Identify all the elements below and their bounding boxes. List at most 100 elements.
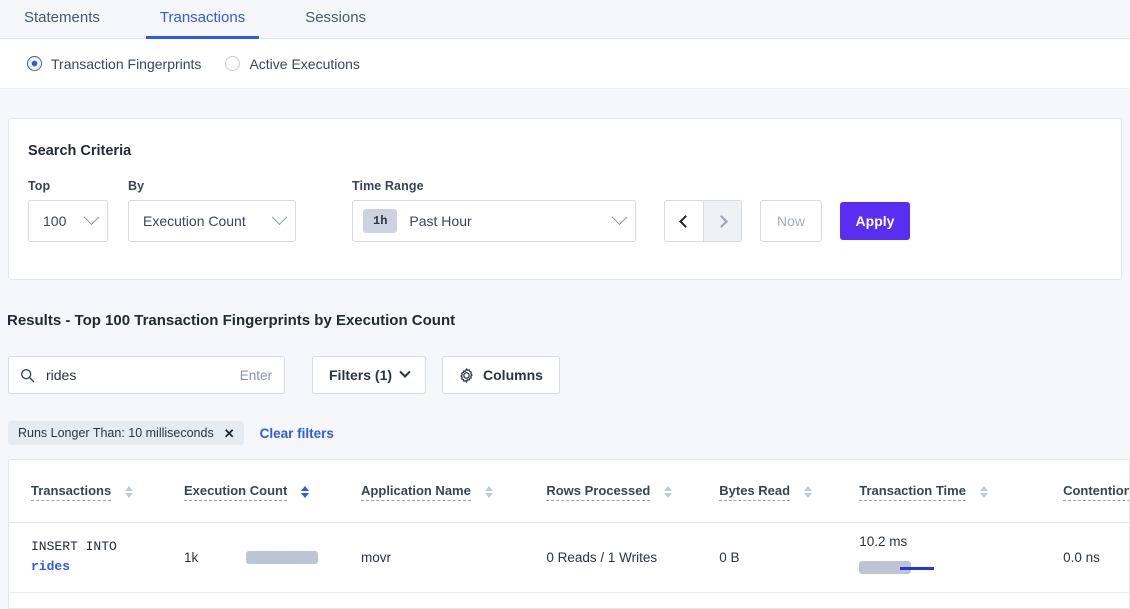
- cell-execution-count: 1k: [184, 522, 362, 593]
- cell-application-name: movr: [361, 522, 547, 593]
- search-input[interactable]: rides Enter: [8, 356, 285, 394]
- top-value: 100: [43, 213, 67, 229]
- column-label: Transaction Time: [859, 483, 966, 501]
- column-label: Bytes Read: [719, 483, 791, 501]
- cell-transaction-time: 10.2 ms: [859, 522, 1064, 593]
- gear-icon: [459, 367, 474, 383]
- cell-transaction: INSERT INTO rides: [9, 522, 184, 593]
- radio-selected-icon: [27, 56, 42, 71]
- column-label: Application Name: [361, 483, 471, 501]
- by-select[interactable]: Execution Count: [128, 200, 296, 242]
- sort-desc-icon: [664, 493, 673, 498]
- column-label: Execution Count: [184, 483, 288, 501]
- radio-label-fingerprints: Transaction Fingerprints: [51, 55, 202, 72]
- sort-desc-icon: [804, 493, 813, 498]
- next-time-range-button[interactable]: [703, 200, 742, 242]
- sort-toggle-application-name[interactable]: [484, 486, 493, 498]
- tab-statements[interactable]: Statements: [24, 9, 100, 26]
- sort-toggle-transactions[interactable]: [125, 486, 134, 498]
- sort-asc-icon: [125, 486, 134, 491]
- filter-chip-runs-longer-than[interactable]: Runs Longer Than: 10 milliseconds ✕: [8, 421, 244, 445]
- sort-desc-icon: [125, 493, 134, 498]
- time-range-select[interactable]: 1h Past Hour: [352, 200, 636, 242]
- results-title: Results - Top 100 Transaction Fingerprin…: [7, 312, 456, 329]
- cell-rows-processed: 0 Reads / 1 Writes: [546, 522, 720, 593]
- label-time-range: Time Range: [352, 179, 424, 193]
- field-time-range: Time Range 1h Past Hour: [352, 179, 636, 242]
- search-input-value: rides: [46, 367, 77, 383]
- transaction-time-bar: [859, 555, 1037, 581]
- column-header-transaction-time[interactable]: Transaction Time: [859, 460, 1064, 523]
- column-label: Contention Time: [1063, 483, 1129, 501]
- results-toolbar: rides Enter Filters (1) Columns: [8, 356, 576, 394]
- sort-asc-icon: [804, 486, 813, 491]
- filter-chip-label: Runs Longer Than: 10 milliseconds: [18, 426, 214, 440]
- main-tabbar: Statements Transactions Sessions: [0, 0, 1130, 39]
- chevron-right-icon: [714, 214, 728, 228]
- sort-toggle-rows-processed[interactable]: [664, 486, 673, 498]
- search-icon: [20, 368, 35, 382]
- rows-processed-value: 0 Reads / 1 Writes: [546, 549, 658, 565]
- filters-button[interactable]: Filters (1): [312, 356, 427, 394]
- column-header-bytes-read[interactable]: Bytes Read: [719, 460, 860, 523]
- by-value: Execution Count: [143, 213, 246, 229]
- search-criteria-card: Search Criteria Top 100 By Execution Cou…: [8, 118, 1122, 280]
- chevron-down-icon: [83, 208, 100, 225]
- apply-button-label: Apply: [855, 213, 895, 229]
- sort-desc-icon: [484, 493, 493, 498]
- active-filters-row: Runs Longer Than: 10 milliseconds ✕ Clea…: [8, 421, 334, 445]
- now-button-label: Now: [776, 213, 805, 229]
- search-criteria-title: Search Criteria: [28, 143, 132, 159]
- chevron-down-icon: [611, 208, 628, 225]
- time-range-pill: 1h: [363, 209, 398, 233]
- transactions-table: Transactions Execution Count: [8, 459, 1130, 609]
- statement-prefix: INSERT INTO: [31, 539, 117, 554]
- cell-bytes-read: 0 B: [719, 522, 860, 593]
- chevron-left-icon: [679, 214, 692, 228]
- column-header-transactions[interactable]: Transactions: [9, 460, 184, 523]
- view-mode-selector: Transaction Fingerprints Active Executio…: [0, 39, 1130, 89]
- radio-active-executions[interactable]: Active Executions: [225, 56, 360, 72]
- execution-count-value: 1k: [184, 549, 199, 565]
- chevron-down-icon: [399, 366, 411, 378]
- top-select[interactable]: 100: [28, 200, 108, 242]
- table-header-row: Transactions Execution Count: [9, 460, 1129, 523]
- bytes-read-value: 0 B: [719, 549, 740, 565]
- table-row[interactable]: INSERT INTO rides 1k movr: [9, 522, 1129, 593]
- columns-button[interactable]: Columns: [442, 356, 560, 394]
- label-by: By: [128, 179, 145, 193]
- field-by: By Execution Count: [128, 179, 296, 242]
- radio-transaction-fingerprints[interactable]: Transaction Fingerprints: [27, 56, 201, 72]
- tab-sessions[interactable]: Sessions: [305, 9, 367, 26]
- sort-asc-icon: [301, 486, 310, 491]
- search-enter-hint: Enter: [239, 367, 272, 383]
- transaction-time-value: 10.2 ms: [859, 533, 908, 549]
- radio-label-active-executions: Active Executions: [249, 55, 360, 72]
- time-range-stepper: [664, 200, 742, 242]
- time-range-value: Past Hour: [409, 213, 472, 229]
- sort-toggle-bytes-read[interactable]: [804, 486, 813, 498]
- field-top: Top 100: [28, 179, 108, 242]
- now-button[interactable]: Now: [760, 200, 822, 242]
- column-header-execution-count[interactable]: Execution Count: [184, 460, 362, 523]
- previous-time-range-button[interactable]: [664, 200, 703, 242]
- close-icon[interactable]: ✕: [223, 425, 235, 441]
- contention-time-value: 0.0 ns: [1063, 549, 1100, 565]
- sort-asc-icon: [664, 486, 673, 491]
- label-top: Top: [28, 179, 51, 193]
- column-header-application-name[interactable]: Application Name: [361, 460, 547, 523]
- transaction-statement[interactable]: INSERT INTO rides: [31, 537, 184, 577]
- clear-filters-link[interactable]: Clear filters: [259, 425, 334, 441]
- apply-button[interactable]: Apply: [840, 202, 910, 240]
- column-header-contention-time[interactable]: Contention Time: [1063, 460, 1129, 523]
- sort-toggle-transaction-time[interactable]: [979, 486, 988, 498]
- column-label: Rows Processed: [546, 483, 651, 501]
- radio-unselected-icon: [225, 56, 241, 71]
- column-header-rows-processed[interactable]: Rows Processed: [546, 460, 720, 523]
- tab-transactions[interactable]: Transactions: [145, 10, 260, 39]
- column-label: Transactions: [31, 483, 112, 501]
- sort-desc-icon: [979, 493, 988, 498]
- search-criteria-controls: Top 100 By Execution Count Time Range 1h…: [9, 159, 1121, 242]
- sort-toggle-execution-count[interactable]: [301, 486, 310, 498]
- statement-highlight[interactable]: rides: [31, 559, 71, 574]
